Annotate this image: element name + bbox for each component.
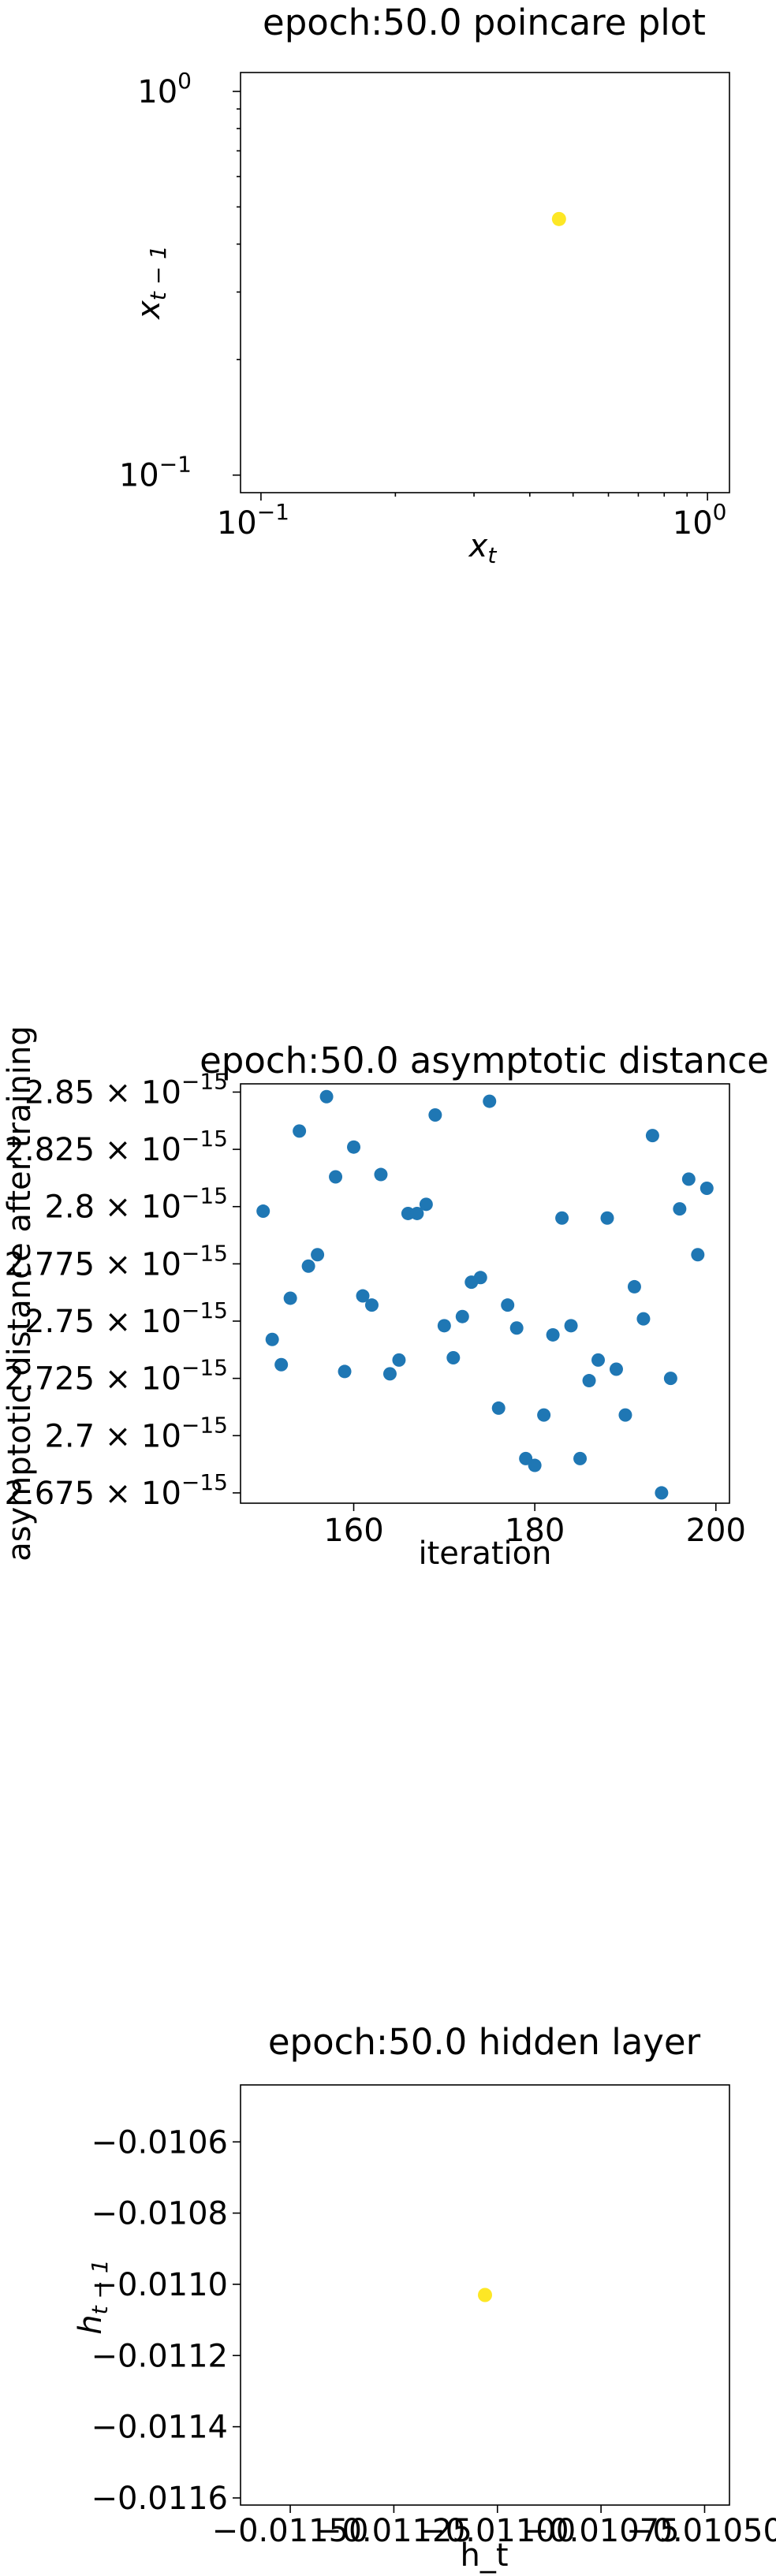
poincare-point: [551, 211, 566, 226]
asymptotic-point: [700, 1181, 714, 1195]
y-tick-label: 2.825 × 10−15: [5, 1126, 228, 1168]
y-tick-label: 10−1: [119, 452, 192, 494]
asymptotic-point: [645, 1129, 659, 1143]
asymptotic-point: [410, 1206, 424, 1220]
asymptotic-point: [509, 1321, 524, 1335]
asymptotic-point: [483, 1094, 497, 1108]
asymptotic-axes-frame: [240, 1083, 730, 1504]
asymptotic-ticks: 160 180 200 2.675 × 10−15 2.7 × 10−15 2.725 ×…: [5, 1068, 746, 1549]
asymptotic-point: [618, 1408, 632, 1422]
asymptotic-point: [491, 1401, 506, 1415]
asymptotic-point: [564, 1319, 578, 1333]
asymptotic-point: [473, 1271, 487, 1285]
asymptotic-point: [446, 1350, 461, 1364]
hidden-title: epoch:50.0 hidden layer: [268, 2021, 701, 2063]
y-tick-label: 2.7 × 10−15: [44, 1412, 228, 1454]
asymptotic-point: [274, 1357, 289, 1372]
hidden-axes-frame: [240, 2084, 730, 2506]
asymptotic-point: [627, 1279, 641, 1294]
asymptotic-point: [573, 1451, 588, 1465]
hidden-ylabel: ht − 1: [73, 2259, 113, 2334]
asymptotic-point: [691, 1248, 705, 1262]
asymptotic-point: [591, 1353, 606, 1367]
x-tick-label: −0.01050: [626, 2513, 776, 2549]
asymptotic-point: [655, 1486, 669, 1500]
asymptotic-point: [319, 1089, 334, 1104]
asymptotic-point: [673, 1202, 687, 1216]
asymptotic-title: epoch:50.0 asymptotic distance: [200, 1040, 769, 1081]
hidden-point: [478, 2288, 492, 2302]
asymptotic-distance-chart: epoch:50.0 asymptotic distance 160 180 200…: [2, 1026, 769, 1572]
asymptotic-point: [392, 1353, 406, 1367]
y-tick-label: −0.0112: [91, 2338, 228, 2374]
asymptotic-point: [537, 1408, 551, 1422]
hidden-points: [478, 2288, 492, 2302]
asymptotic-point: [546, 1327, 560, 1342]
hidden-xlabel: h_t: [460, 2537, 508, 2574]
asymptotic-point: [374, 1167, 388, 1182]
asymptotic-point: [582, 1374, 596, 1388]
asymptotic-point: [681, 1172, 696, 1186]
asymptotic-points: [256, 1089, 714, 1500]
x-tick-label: −0.01100: [419, 2513, 576, 2549]
y-tick-label: 2.75 × 10−15: [24, 1297, 228, 1340]
asymptotic-point: [256, 1204, 270, 1219]
y-tick-label: −0.0110: [91, 2267, 228, 2303]
asymptotic-point: [609, 1362, 623, 1376]
asymptotic-point: [329, 1170, 343, 1184]
asymptotic-point: [600, 1211, 614, 1225]
asymptotic-point: [528, 1458, 542, 1472]
asymptotic-point: [419, 1197, 433, 1212]
x-tick-label: 180: [505, 1513, 565, 1549]
y-tick-label: 2.675 × 10−15: [5, 1469, 228, 1512]
poincare-axes-frame: [240, 72, 730, 493]
y-tick-label: −0.0106: [91, 2124, 228, 2161]
asymptotic-point: [265, 1332, 279, 1346]
asymptotic-point: [636, 1312, 651, 1326]
asymptotic-point: [293, 1124, 307, 1138]
asymptotic-point: [555, 1211, 569, 1225]
poincare-chart: epoch:50.0 poincare plot 10−1 10010−1100 …: [119, 2, 730, 568]
asymptotic-point: [338, 1364, 352, 1379]
x-tick-label: 10−1: [217, 499, 289, 542]
asymptotic-point: [437, 1319, 451, 1333]
x-tick-label: −0.01150: [212, 2513, 369, 2549]
asymptotic-point: [364, 1298, 379, 1312]
y-tick-label: 2.725 × 10−15: [5, 1355, 228, 1398]
x-tick-label: 160: [323, 1513, 383, 1549]
asymptotic-point: [663, 1372, 677, 1386]
asymptotic-point: [428, 1108, 442, 1122]
asymptotic-point: [382, 1367, 397, 1381]
y-tick-label: −0.0108: [91, 2196, 228, 2232]
poincare-ticks: 10−1 100 10−1 100: [119, 68, 727, 542]
asymptotic-xlabel: iteration: [419, 1536, 552, 1572]
x-tick-label: 200: [686, 1513, 746, 1549]
asymptotic-point: [356, 1289, 370, 1303]
y-tick-label: −0.0116: [91, 2481, 228, 2517]
asymptotic-point: [301, 1259, 315, 1273]
hidden-ticks: −0.01150−0.01125−0.01100−0.01075−0.01050…: [91, 2124, 776, 2549]
y-tick-label: 100: [137, 68, 192, 110]
hidden-layer-chart: epoch:50.0 hidden layer −0.01150−0.01125…: [73, 2021, 776, 2574]
x-tick-label: −0.01075: [523, 2513, 680, 2549]
poincare-points: [551, 211, 566, 226]
x-tick-label: −0.01125: [315, 2513, 472, 2549]
asymptotic-ylabel: asymptotic distance after training: [2, 1026, 38, 1562]
asymptotic-point: [347, 1140, 361, 1154]
asymptotic-point: [501, 1298, 515, 1312]
poincare-xlabel: xt: [468, 528, 498, 568]
y-tick-label: 2.85 × 10−15: [24, 1068, 228, 1111]
asymptotic-point: [283, 1291, 297, 1305]
poincare-title: epoch:50.0 poincare plot: [263, 2, 706, 43]
y-tick-label: 2.8 × 10−15: [44, 1183, 228, 1226]
poincare-ylabel: xt − 1: [131, 245, 171, 321]
asymptotic-point: [455, 1309, 469, 1323]
y-tick-label: 2.775 × 10−15: [5, 1240, 228, 1282]
x-tick-label: 100: [673, 499, 727, 542]
y-tick-label: −0.0114: [91, 2410, 228, 2446]
asymptotic-point: [311, 1248, 325, 1262]
